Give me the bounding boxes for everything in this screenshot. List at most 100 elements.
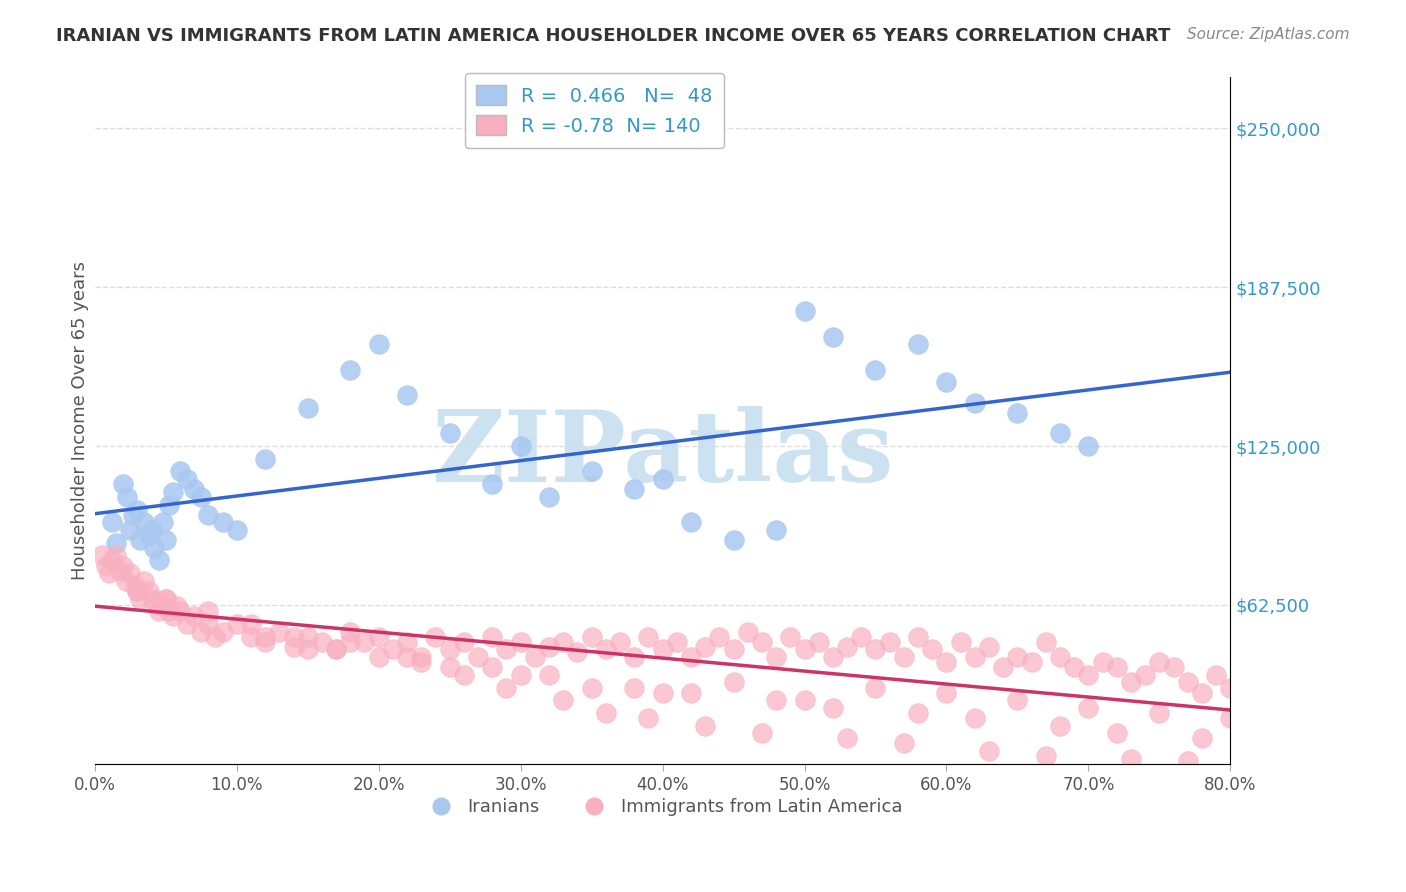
Point <box>297 630 319 644</box>
Point <box>152 516 174 530</box>
Point <box>1191 731 1213 746</box>
Point <box>651 472 673 486</box>
Point <box>651 686 673 700</box>
Point <box>283 630 305 644</box>
Point <box>537 668 560 682</box>
Point <box>907 630 929 644</box>
Point <box>1133 668 1156 682</box>
Point <box>935 686 957 700</box>
Point <box>609 635 631 649</box>
Point <box>353 635 375 649</box>
Point <box>851 630 873 644</box>
Point <box>396 650 419 665</box>
Point <box>907 337 929 351</box>
Point <box>183 483 205 497</box>
Point <box>765 650 787 665</box>
Point <box>425 630 447 644</box>
Point <box>176 472 198 486</box>
Point <box>127 584 149 599</box>
Point <box>737 624 759 639</box>
Point <box>1205 668 1227 682</box>
Point <box>1077 701 1099 715</box>
Point <box>129 533 152 548</box>
Point <box>779 630 801 644</box>
Point <box>143 597 166 611</box>
Point <box>190 624 212 639</box>
Point <box>169 604 191 618</box>
Point <box>254 630 277 644</box>
Point <box>148 553 170 567</box>
Point <box>90 549 112 563</box>
Point <box>751 726 773 740</box>
Point <box>481 630 503 644</box>
Point <box>935 376 957 390</box>
Point <box>112 477 135 491</box>
Point <box>110 564 132 578</box>
Point <box>595 642 617 657</box>
Point <box>98 566 121 581</box>
Point <box>695 640 717 654</box>
Point <box>120 523 142 537</box>
Point <box>254 635 277 649</box>
Point <box>141 591 163 606</box>
Point <box>1119 675 1142 690</box>
Point <box>141 523 163 537</box>
Point <box>893 737 915 751</box>
Point <box>117 490 139 504</box>
Point <box>723 675 745 690</box>
Point <box>977 640 1000 654</box>
Point <box>1007 693 1029 707</box>
Point <box>581 681 603 695</box>
Point <box>1219 711 1241 725</box>
Point <box>553 635 575 649</box>
Point <box>679 650 702 665</box>
Point <box>963 650 986 665</box>
Point <box>367 337 389 351</box>
Point <box>865 363 887 377</box>
Point <box>157 604 180 618</box>
Point <box>1191 686 1213 700</box>
Point <box>679 686 702 700</box>
Point <box>453 635 475 649</box>
Point <box>907 706 929 720</box>
Point <box>166 599 188 614</box>
Point <box>865 642 887 657</box>
Point <box>1105 726 1128 740</box>
Point <box>134 516 156 530</box>
Point <box>297 642 319 657</box>
Point <box>155 591 177 606</box>
Legend: Iranians, Immigrants from Latin America: Iranians, Immigrants from Latin America <box>415 791 910 823</box>
Point <box>467 650 489 665</box>
Point <box>595 706 617 720</box>
Point <box>283 640 305 654</box>
Point <box>157 498 180 512</box>
Point <box>339 363 361 377</box>
Point <box>709 630 731 644</box>
Point <box>190 490 212 504</box>
Point <box>325 642 347 657</box>
Point <box>1021 655 1043 669</box>
Point <box>623 650 645 665</box>
Point <box>481 660 503 674</box>
Point <box>204 630 226 644</box>
Point <box>835 640 858 654</box>
Point <box>94 558 117 573</box>
Point <box>1163 660 1185 674</box>
Point <box>751 635 773 649</box>
Point <box>723 533 745 548</box>
Point <box>155 533 177 548</box>
Point <box>211 624 233 639</box>
Point <box>162 609 184 624</box>
Point <box>1049 650 1071 665</box>
Point <box>148 604 170 618</box>
Point <box>581 630 603 644</box>
Point <box>439 426 461 441</box>
Point <box>537 490 560 504</box>
Point <box>396 635 419 649</box>
Point <box>921 642 943 657</box>
Point <box>325 642 347 657</box>
Point <box>821 650 844 665</box>
Point <box>637 711 659 725</box>
Text: Source: ZipAtlas.com: Source: ZipAtlas.com <box>1187 27 1350 42</box>
Point <box>567 645 589 659</box>
